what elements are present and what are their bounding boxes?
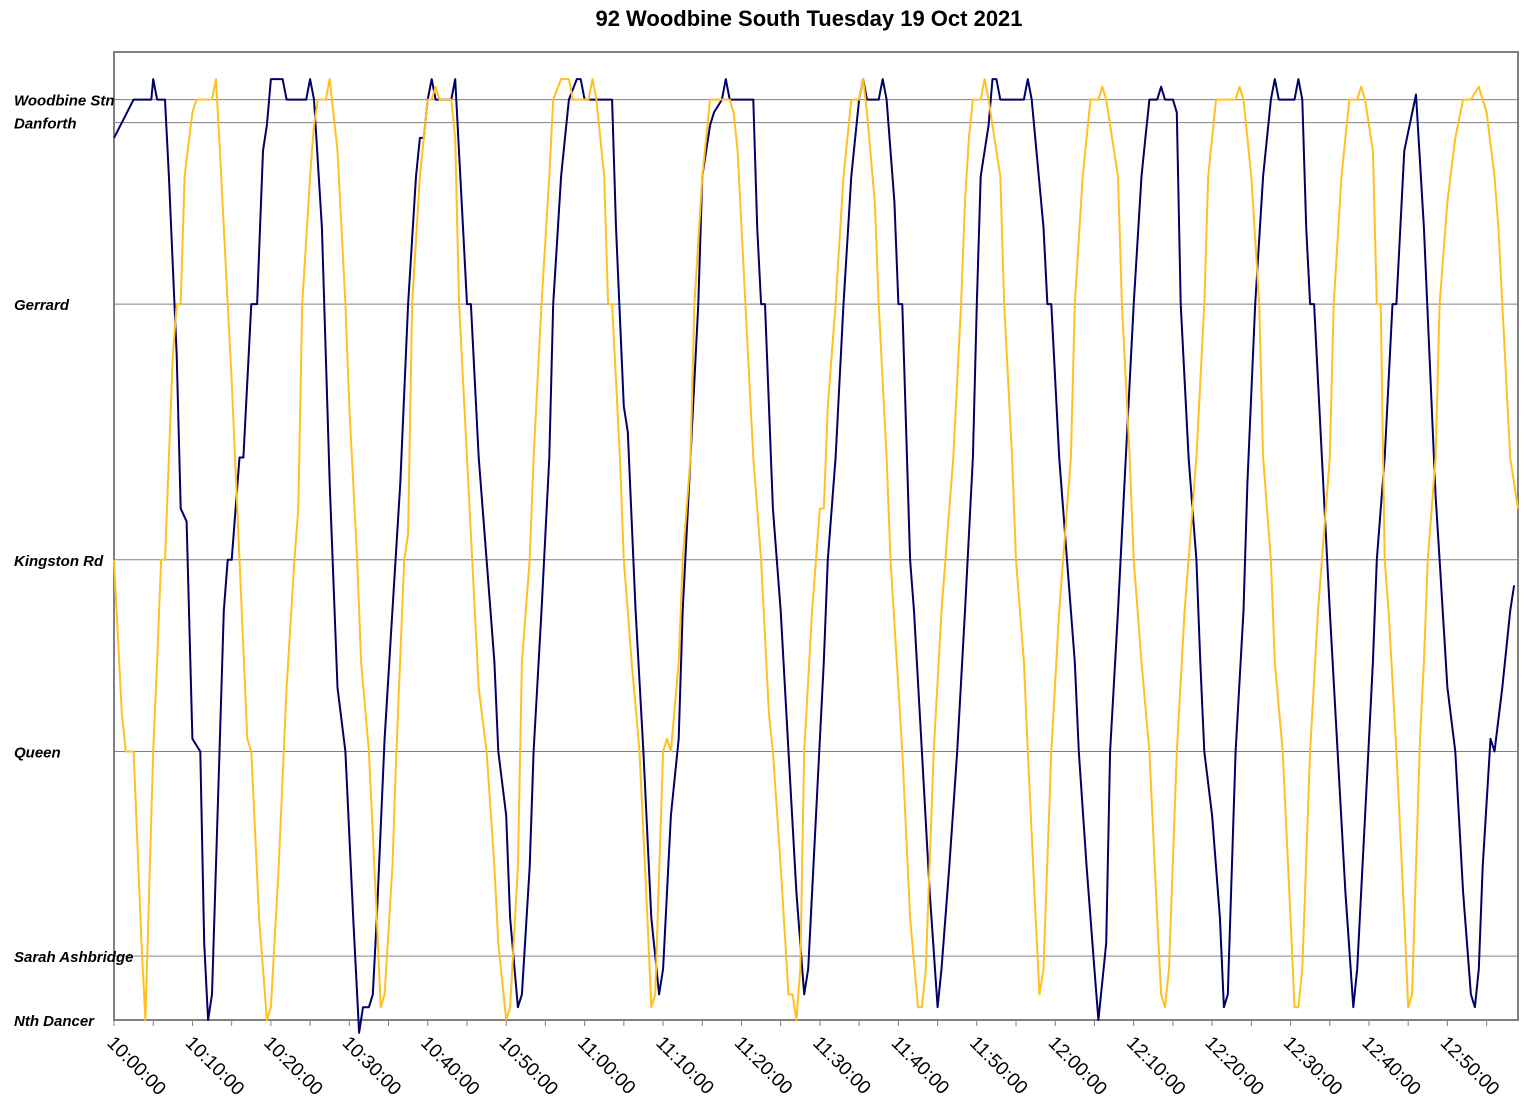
x-tick-label: 12:00:00: [1044, 1033, 1111, 1100]
plot-area: [113, 51, 1519, 1021]
x-tick-label: 12:40:00: [1357, 1033, 1424, 1100]
stop-label: Sarah Ashbridge: [14, 949, 133, 966]
x-tick-label: 12:50:00: [1436, 1033, 1503, 1100]
stop-label: Gerrard: [14, 297, 70, 314]
stop-label: Nth Dancer: [14, 1013, 95, 1030]
stop-label: Danforth: [14, 116, 77, 133]
series-group: [113, 78, 1519, 1034]
x-tick-label: 11:30:00: [808, 1033, 874, 1099]
chart-title: 92 Woodbine South Tuesday 19 Oct 2021: [595, 6, 1022, 31]
x-tick-label: 11:20:00: [730, 1033, 796, 1099]
series-line-0: [113, 78, 1516, 1034]
x-tick-label: 11:00:00: [573, 1033, 639, 1099]
x-tick-label: 11:10:00: [652, 1033, 718, 1099]
x-tick-label: 10:00:00: [102, 1033, 169, 1100]
x-tick-label: 10:50:00: [495, 1033, 562, 1100]
x-tick-label: 12:30:00: [1279, 1033, 1346, 1100]
stop-labels: Woodbine Stn Danforth Gerrard Kingston Rd Qu…: [14, 93, 133, 1030]
x-tick-label: 10:10:00: [181, 1033, 248, 1100]
series-line-1: [113, 78, 1519, 1021]
stop-label: Queen: [14, 745, 61, 762]
x-tick-label: 10:40:00: [416, 1033, 483, 1100]
x-tick-label: 11:50:00: [965, 1033, 1031, 1099]
x-tick-label: 10:20:00: [259, 1033, 326, 1100]
x-tick-label: 11:40:00: [887, 1033, 953, 1099]
stop-label: Kingston Rd: [14, 553, 104, 570]
x-axis: 10:00:00 10:10:00 10:20:00 10:30:00 10:40:00…: [102, 1020, 1503, 1100]
x-tick-label: 12:20:00: [1201, 1033, 1268, 1100]
x-tick-label: 10:30:00: [338, 1033, 405, 1100]
stop-label: Woodbine Stn: [14, 93, 115, 110]
x-tick-label: 12:10:00: [1122, 1033, 1189, 1100]
